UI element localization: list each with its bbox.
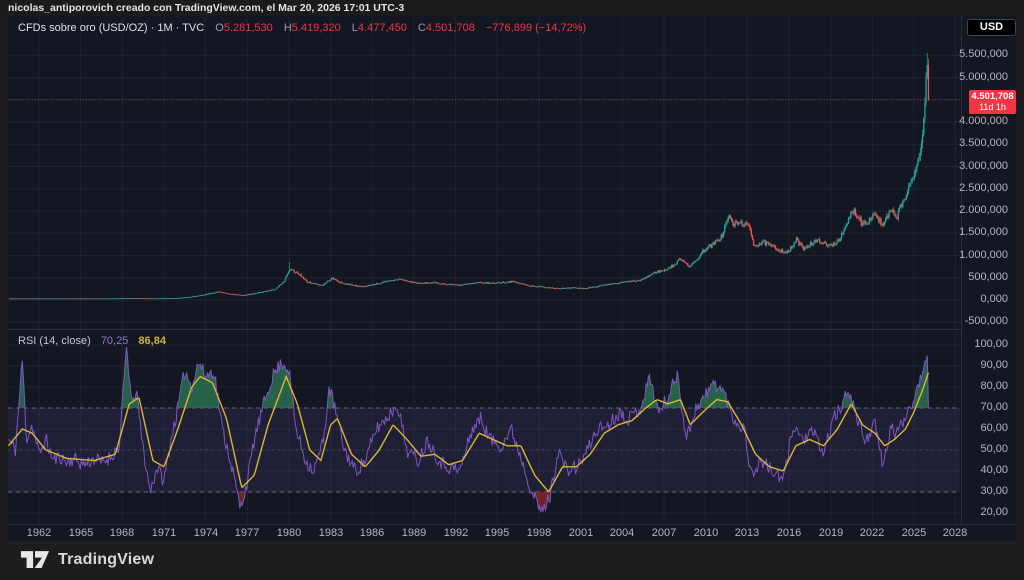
attribution-bar: nicolas_antiporovich creado con TradingV…: [0, 0, 1024, 16]
open-label: O: [215, 22, 224, 34]
open-value: 5.281,530: [223, 22, 273, 34]
rsi-ma-value: 86,84: [138, 335, 166, 347]
price-axis-tick: 4.000,000: [959, 115, 1008, 127]
time-axis-tick: 2004: [609, 527, 635, 539]
time-scale[interactable]: 1962 1965 1968 1971 1974 1977 1980 1983 1986 1989…: [8, 524, 1016, 541]
rsi-axis-tick: 90,00: [980, 359, 1008, 371]
time-axis-tick: 1968: [109, 527, 135, 539]
bar-countdown: 11d 1h: [979, 102, 1006, 112]
high-value: 5.419,320: [291, 22, 341, 34]
time-axis-tick: 1980: [276, 527, 302, 539]
time-axis-tick: 1962: [26, 527, 52, 539]
low-value: 4.477,450: [357, 22, 407, 34]
rsi-axis-tick: 100,00: [974, 338, 1008, 350]
time-axis-tick: 1983: [318, 527, 344, 539]
chart-area[interactable]: CFDs sobre oro (USD/OZ) · 1M · TVC O5.28…: [8, 16, 1016, 541]
rsi-pane-canvas[interactable]: [8, 330, 960, 524]
time-axis-tick: 2001: [568, 527, 594, 539]
rsi-legend: RSI (14, close) 70,25 86,84: [18, 335, 166, 347]
rsi-title[interactable]: RSI (14, close): [18, 335, 91, 347]
price-axis-tick: 1.000,000: [959, 249, 1008, 261]
price-axis-tick: 500,000: [968, 271, 1008, 283]
attribution-text: nicolas_antiporovich creado con TradingV…: [8, 2, 405, 14]
price-legend: CFDs sobre oro (USD/OZ) · 1M · TVC O5.28…: [18, 22, 586, 34]
time-axis-tick: 2022: [859, 527, 885, 539]
pane-separator[interactable]: [8, 329, 1016, 330]
price-axis-tick: 5.000,000: [959, 71, 1008, 83]
currency-toggle-button[interactable]: USD: [967, 19, 1016, 36]
time-axis-tick: 1977: [234, 527, 260, 539]
time-axis-tick: 1986: [359, 527, 385, 539]
price-axis-tick: 5.500,000: [959, 48, 1008, 60]
rsi-axis-tick: 70,00: [980, 401, 1008, 413]
time-axis-tick: 2025: [901, 527, 927, 539]
time-axis-tick: 1998: [526, 527, 552, 539]
last-price-value: 4.501,708: [971, 91, 1014, 102]
price-axis-tick: 0,000: [980, 293, 1008, 305]
time-axis-tick: 2028: [942, 527, 968, 539]
tradingview-logo[interactable]: TradingView: [20, 550, 154, 569]
time-axis-tick: 1995: [484, 527, 510, 539]
rsi-axis-tick: 80,00: [980, 380, 1008, 392]
price-axis-tick: 2.000,000: [959, 204, 1008, 216]
time-axis-tick: 2016: [776, 527, 802, 539]
price-axis-tick: 3.500,000: [959, 137, 1008, 149]
footer-bar: TradingView: [0, 541, 1024, 580]
tradingview-logo-icon: [20, 550, 50, 569]
time-axis-tick: 1971: [151, 527, 177, 539]
rsi-axis-tick: 50,00: [980, 443, 1008, 455]
close-value: 4.501,708: [425, 22, 475, 34]
price-axis-tick: 3.000,000: [959, 160, 1008, 172]
time-axis-tick: 1965: [68, 527, 94, 539]
price-axis-tick: 2.500,000: [959, 182, 1008, 194]
rsi-axis-tick: 60,00: [980, 422, 1008, 434]
low-label: L: [351, 22, 358, 34]
symbol-title[interactable]: CFDs sobre oro (USD/OZ) · 1M · TVC: [18, 22, 205, 34]
time-axis-tick: 2007: [651, 527, 677, 539]
price-axis-tick: 1.500,000: [959, 226, 1008, 238]
close-label: C: [417, 22, 426, 34]
time-axis-tick: 1989: [401, 527, 427, 539]
tradingview-brand-text: TradingView: [58, 550, 155, 568]
price-axis-tick: -500,000: [964, 315, 1008, 327]
time-axis-tick: 2010: [693, 527, 719, 539]
change-value: −776,899 (−14,72%): [485, 22, 587, 34]
rsi-axis-tick: 30,00: [980, 485, 1008, 497]
rsi-axis-tick: 40,00: [980, 464, 1008, 476]
time-axis-tick: 2013: [734, 527, 760, 539]
price-pane-canvas[interactable]: [8, 16, 960, 330]
rsi-value: 70,25: [100, 335, 129, 347]
time-axis-tick: 1974: [193, 527, 219, 539]
last-price-badge: 4.501,708 11d 1h: [969, 90, 1016, 114]
time-axis-tick: 1992: [443, 527, 469, 539]
high-label: H: [283, 22, 292, 34]
rsi-axis-tick: 20,00: [980, 506, 1008, 518]
time-axis-tick: 2019: [818, 527, 844, 539]
